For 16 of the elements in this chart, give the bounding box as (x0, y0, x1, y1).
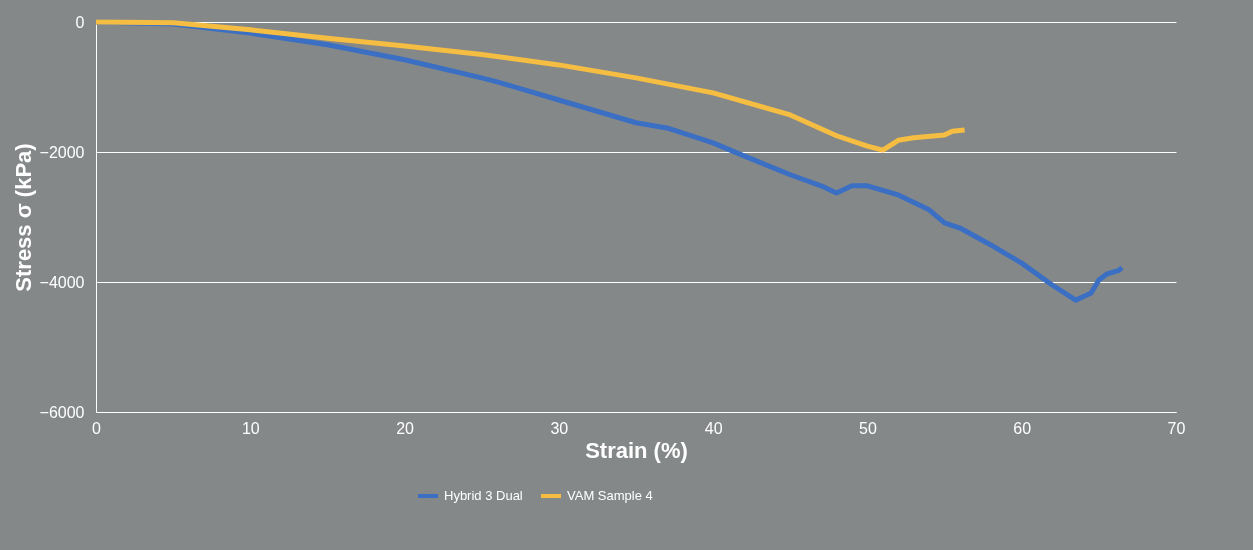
x-tick-label: 10 (241, 419, 260, 437)
x-tick-label: 70 (1167, 419, 1186, 437)
y-tick-label: −6000 (39, 403, 85, 421)
y-tick-label: 0 (75, 13, 85, 31)
y-axis-title: Stress σ (kPa) (10, 143, 36, 292)
x-tick-label: 50 (859, 419, 877, 437)
x-tick-label: 30 (550, 419, 569, 437)
legend-label: Hybrid 3 Dual (444, 488, 523, 503)
y-tick-label: −4000 (39, 273, 85, 291)
x-tick-label: 60 (1013, 419, 1032, 437)
x-axis-title: Strain (%) (585, 437, 688, 463)
legend-label: VAM Sample 4 (567, 488, 653, 503)
x-tick-label: 20 (396, 419, 415, 437)
x-tick-label: 0 (92, 419, 102, 437)
y-tick-label: −2000 (39, 143, 85, 161)
x-tick-label: 40 (704, 419, 723, 437)
